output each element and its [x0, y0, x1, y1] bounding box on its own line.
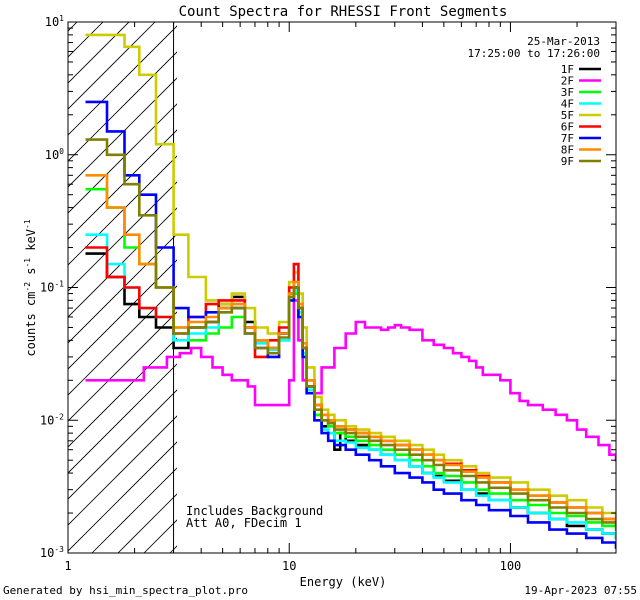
y-tick-label: 10-3: [40, 545, 64, 560]
date-label: 25-Mar-2013: [527, 35, 600, 48]
series-4F-line: [85, 233, 616, 540]
hatch-line: [0, 0, 120, 553]
legend-label-2F: 2F: [561, 75, 574, 88]
hatch-line: [68, 22, 104, 58]
legend-label-8F: 8F: [561, 144, 574, 157]
hatch-line: [68, 233, 177, 344]
y-tick-label: 10-1: [40, 280, 64, 295]
excluded-region-hatch: [0, 0, 640, 553]
hatch-line: [222, 0, 640, 553]
legend-label-9F: 9F: [561, 155, 574, 168]
y-axis-label: counts cm-2 s-1 keV-1: [23, 219, 38, 356]
series-5F-line: [85, 33, 616, 521]
y-tick-label: 10-2: [40, 412, 64, 427]
hatch-line: [68, 22, 156, 110]
series-layer: [85, 33, 616, 549]
hatch-line: [68, 77, 177, 188]
hatch-line: [68, 51, 177, 162]
hatch-line: [68, 22, 130, 84]
series-7F-line: [85, 100, 616, 549]
axis-ticks: 1 10 100 101 100 10-1 10-2 10-3: [40, 14, 617, 573]
series-8F-line: [85, 174, 616, 524]
hatch-line: [68, 103, 177, 214]
annotation-background: Includes Background: [186, 504, 323, 518]
hatch-line: [68, 207, 177, 318]
generated-by: Generated by hsi_min_spectra_plot.pro: [3, 584, 248, 597]
series-2F-line: [85, 299, 616, 462]
hatch-line: [0, 0, 94, 553]
hatch-line: [68, 363, 177, 474]
plot-frame: [67, 21, 617, 554]
x-tick-label: 100: [500, 559, 522, 573]
legend-label-3F: 3F: [561, 86, 574, 99]
x-axis-label: Energy (keV): [300, 575, 387, 589]
legend-label-1F: 1F: [561, 63, 574, 76]
hatch-line: [68, 155, 177, 266]
hatch-line: [68, 25, 177, 136]
hatch-line: [68, 259, 177, 370]
hatch-line: [68, 441, 177, 552]
x-tick-label: 10: [282, 559, 296, 573]
y-tick-label: 101: [45, 14, 64, 29]
chart-title: Count Spectra for RHESSI Front Segments: [179, 4, 508, 20]
legend-label-5F: 5F: [561, 109, 574, 122]
x-tick-label: 1: [64, 559, 71, 573]
legend-label-4F: 4F: [561, 98, 574, 111]
annotation-attenuator: Att A0, FDecim 1: [186, 516, 302, 530]
hatch-line: [68, 337, 177, 448]
legend-label-6F: 6F: [561, 121, 574, 134]
hatch-line: [68, 389, 177, 500]
y-tick-label: 100: [45, 147, 64, 162]
hatch-line: [68, 129, 177, 240]
legend-label-7F: 7F: [561, 132, 574, 145]
time-range-label: 17:25:00 to 17:26:00: [468, 47, 600, 60]
series-9F-line: [85, 138, 616, 528]
generated-at: 19-Apr-2023 07:55: [524, 584, 637, 597]
hatch-line: [68, 415, 177, 526]
